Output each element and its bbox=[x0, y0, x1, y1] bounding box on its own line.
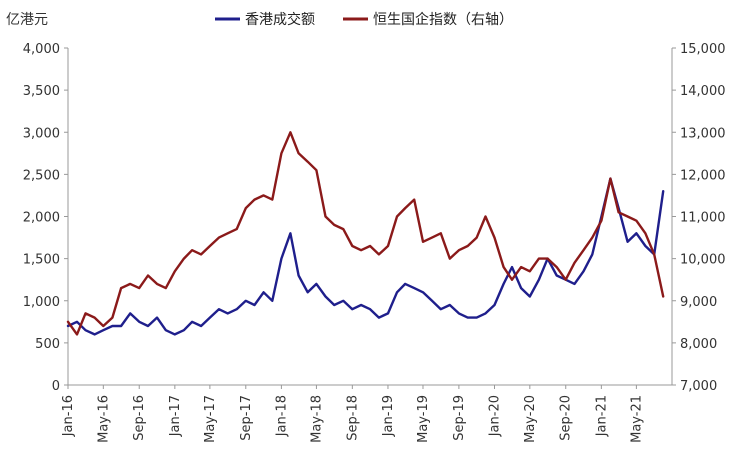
left-tick-label: 3,500 bbox=[23, 84, 60, 99]
x-tick-label: Jan-17 bbox=[168, 395, 183, 437]
right-tick-label: 10,000 bbox=[680, 253, 726, 268]
x-tick-label: May-19 bbox=[416, 395, 431, 443]
x-tick-label: Sep-19 bbox=[452, 395, 467, 441]
x-tick-label: Jan-19 bbox=[381, 395, 396, 437]
legend: 香港成交额 恒生国企指数（右轴） bbox=[215, 11, 513, 28]
x-tick-label: May-18 bbox=[309, 395, 324, 443]
left-axis: 0 500 1,000 1,500 2,000 2,500 3,000 3,500 4,000 bbox=[23, 42, 69, 394]
x-tick-label: Sep-17 bbox=[239, 395, 254, 441]
right-axis: 7,000 8,000 9,000 10,000 11,000 12,000 13,000 1… bbox=[671, 42, 726, 394]
x-tick-label: May-21 bbox=[629, 395, 644, 443]
x-tick-label: Sep-20 bbox=[559, 395, 574, 441]
right-tick-label: 9,000 bbox=[680, 295, 717, 310]
left-tick-label: 3,000 bbox=[23, 126, 60, 141]
right-tick-label: 13,000 bbox=[680, 126, 726, 141]
right-tick-label: 12,000 bbox=[680, 168, 726, 183]
x-tick-label: Jan-18 bbox=[274, 395, 289, 437]
x-tick-label: Jan-20 bbox=[488, 395, 503, 437]
left-tick-label: 2,500 bbox=[23, 168, 60, 183]
right-tick-label: 14,000 bbox=[680, 84, 726, 99]
legend-label-turnover: 香港成交额 bbox=[245, 11, 315, 28]
x-tick-label: May-20 bbox=[523, 395, 538, 443]
legend-label-index: 恒生国企指数（右轴） bbox=[373, 11, 513, 28]
right-tick-label: 8,000 bbox=[680, 337, 717, 352]
right-tick-label: 15,000 bbox=[680, 42, 726, 57]
x-tick-label: Jan-21 bbox=[594, 395, 609, 437]
right-tick-label: 7,000 bbox=[680, 379, 717, 394]
x-tick-label: Jan-16 bbox=[61, 395, 76, 437]
left-tick-label: 500 bbox=[35, 337, 60, 352]
left-tick-label: 1,500 bbox=[23, 253, 60, 268]
x-tick-label: May-16 bbox=[96, 395, 111, 443]
left-tick-label: 1,000 bbox=[23, 295, 60, 310]
x-tick-label: Sep-18 bbox=[345, 395, 360, 441]
right-tick-label: 11,000 bbox=[680, 211, 726, 226]
x-tick-label: Sep-16 bbox=[132, 395, 147, 441]
x-axis: Jan-16 May-16 Sep-16 Jan-17 May-17 Sep-17 Jan-… bbox=[61, 384, 672, 443]
series-layer bbox=[66, 131, 665, 336]
series-line-index bbox=[66, 131, 665, 336]
left-axis-unit: 亿港元 bbox=[6, 12, 48, 28]
left-tick-label: 0 bbox=[52, 379, 60, 394]
series-line-turnover bbox=[66, 177, 665, 336]
left-tick-label: 2,000 bbox=[23, 211, 60, 226]
x-tick-label: May-17 bbox=[203, 395, 218, 443]
left-tick-label: 4,000 bbox=[23, 42, 60, 57]
